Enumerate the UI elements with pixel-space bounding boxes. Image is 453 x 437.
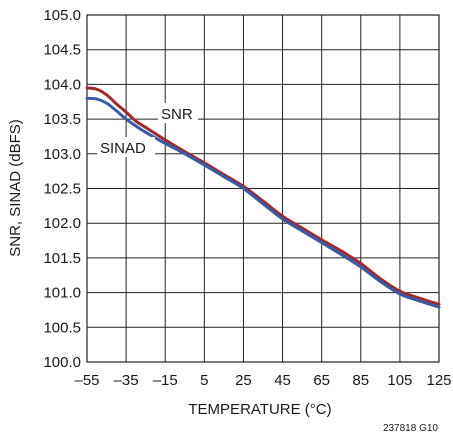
y-tick-label: 103.5 (43, 111, 81, 128)
y-tick-label: 104.0 (43, 76, 81, 93)
y-tick-label: 100.5 (43, 319, 81, 336)
y-tick-label: 102.5 (43, 181, 81, 198)
snr-series-line (85, 86, 441, 306)
x-axis-title: TEMPERATURE (°C) (188, 401, 331, 418)
x-tick-label: 125 (426, 372, 451, 389)
x-tick-label: –15 (153, 372, 178, 389)
y-tick-label: 103.0 (43, 146, 81, 163)
y-tick-label: 105.0 (43, 7, 81, 24)
y-tick-label: 101.5 (43, 250, 81, 267)
x-tick-label: 65 (313, 372, 330, 389)
data-series (85, 86, 441, 309)
y-tick-label: 100.0 (43, 354, 81, 371)
x-tick-label: 5 (200, 372, 208, 389)
x-tick-label: –35 (114, 372, 139, 389)
snr-callout: SNR (158, 103, 198, 123)
sinad-series-line (85, 96, 441, 309)
x-tick-label: 105 (387, 372, 412, 389)
snr-series-label: SNR (161, 106, 193, 123)
x-tick-label: 25 (235, 372, 252, 389)
x-tick-label: 45 (274, 372, 291, 389)
y-tick-label: 102.0 (43, 215, 81, 232)
x-tick-label: –55 (74, 372, 99, 389)
figure-id: 237818 G10 (383, 423, 438, 434)
plot-frame (86, 14, 440, 363)
y-tick-label: 101.0 (43, 285, 81, 302)
x-tick-label: 85 (352, 372, 369, 389)
sinad-callout: SINAD (97, 137, 155, 157)
tick-labels: –55 –35 –15 5 25 45 65 85 105 125 100.0 100.5 101.0 1… (43, 7, 451, 389)
sinad-series-label: SINAD (100, 140, 146, 157)
y-axis-title: SNR, SINAD (dBFS) (7, 119, 24, 257)
y-tick-label: 104.5 (43, 42, 81, 59)
grid-lines (87, 15, 439, 362)
